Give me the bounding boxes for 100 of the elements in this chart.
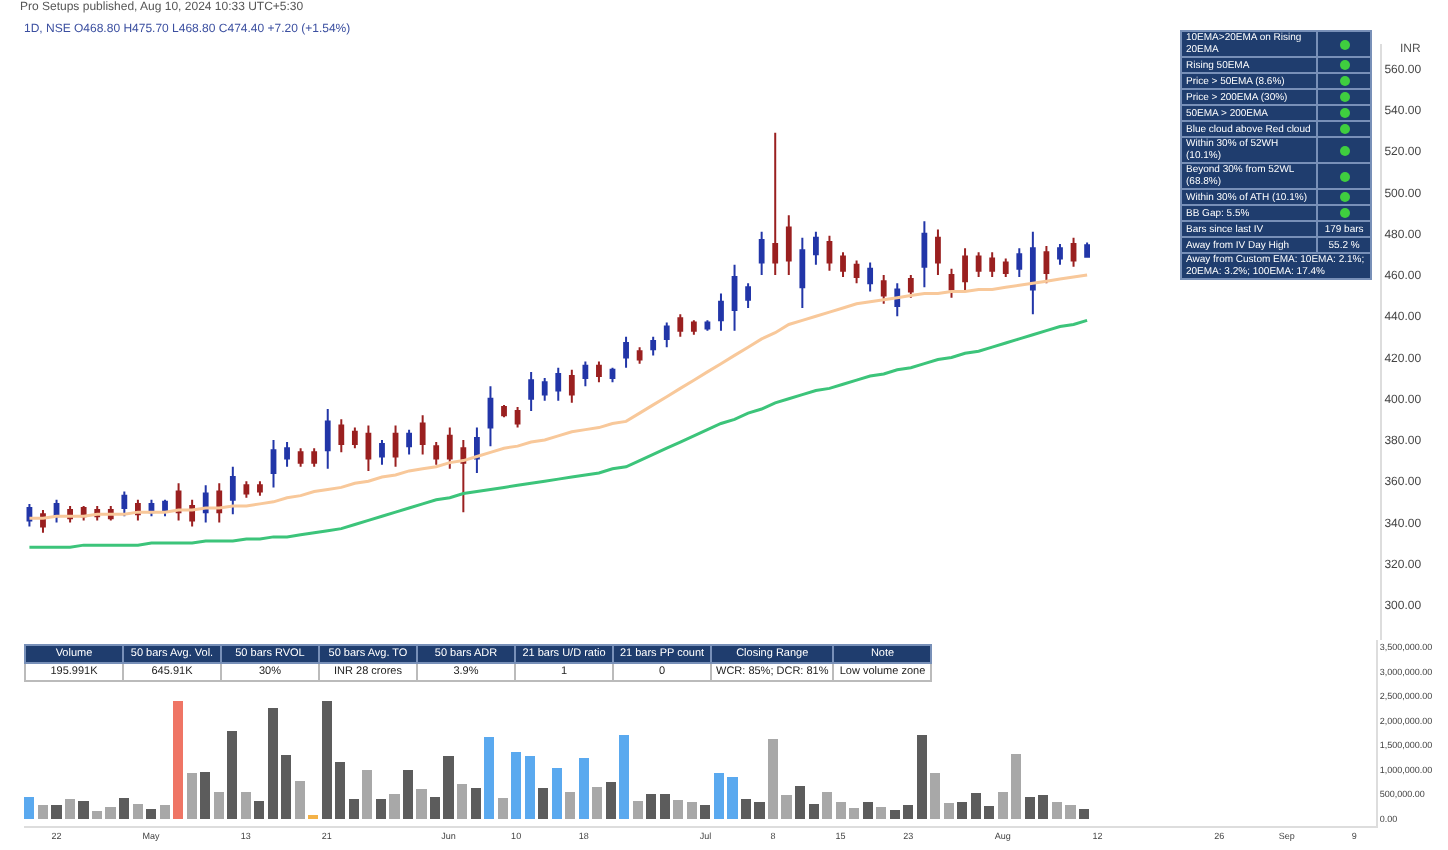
candlestick — [284, 441, 290, 468]
bar — [227, 730, 238, 819]
candlestick — [690, 319, 697, 336]
candlestick — [867, 261, 874, 293]
candlestick — [433, 441, 440, 466]
bar — [200, 771, 211, 819]
line-series — [27, 318, 1089, 549]
bar — [565, 792, 576, 819]
bar — [37, 804, 48, 819]
candlestick — [419, 414, 426, 456]
bar — [524, 756, 535, 819]
bar — [159, 804, 170, 819]
candlestick — [229, 465, 236, 516]
bar — [51, 804, 62, 819]
bar — [173, 701, 184, 819]
bar — [484, 737, 495, 819]
candlestick — [1029, 230, 1036, 316]
line-series — [27, 273, 1089, 520]
candlestick — [555, 366, 562, 402]
bar — [578, 757, 589, 819]
candlestick — [853, 259, 860, 285]
bar — [916, 735, 927, 819]
candlestick — [1084, 241, 1090, 258]
bar — [146, 808, 157, 819]
bar — [808, 803, 819, 819]
candlestick — [677, 313, 684, 338]
candlestick — [1057, 243, 1063, 266]
bar — [659, 794, 670, 819]
candlestick — [1016, 247, 1023, 279]
candlestick — [243, 480, 250, 499]
candlestick — [528, 370, 535, 413]
candlestick — [257, 480, 263, 497]
candlestick — [487, 385, 494, 448]
candlestick — [582, 360, 589, 388]
candlestick — [663, 321, 670, 349]
candlestick — [270, 438, 277, 489]
bar — [605, 782, 616, 819]
candlestick — [446, 426, 453, 470]
bar — [862, 802, 873, 819]
candlestick — [948, 267, 955, 299]
candlestick — [202, 484, 209, 524]
bar — [794, 786, 806, 819]
candlestick — [311, 447, 318, 468]
candlestick — [758, 230, 765, 276]
candlestick — [460, 438, 467, 514]
bar — [389, 794, 400, 819]
bar — [132, 803, 143, 819]
bar — [497, 798, 508, 819]
bar — [538, 788, 549, 819]
candlestick — [731, 263, 738, 332]
bar — [822, 792, 833, 819]
candlestick — [1070, 236, 1077, 268]
candlestick — [718, 292, 724, 332]
candlestick — [907, 273, 914, 299]
bar — [402, 769, 414, 819]
bar — [375, 799, 386, 819]
bar — [64, 799, 76, 819]
candlestick — [799, 236, 806, 309]
bar — [957, 802, 968, 819]
candlestick — [514, 405, 521, 429]
bar — [1078, 808, 1090, 819]
bar — [186, 772, 197, 819]
candlestick — [406, 428, 412, 456]
bar — [416, 789, 427, 819]
bar — [348, 799, 359, 819]
candlestick — [935, 228, 941, 276]
candlestick — [921, 220, 928, 289]
candlestick — [162, 498, 168, 518]
bar — [254, 801, 265, 819]
bar — [294, 781, 305, 819]
bar — [686, 802, 697, 819]
bar — [930, 772, 941, 819]
candlestick — [1043, 245, 1050, 285]
candlestick — [636, 346, 643, 365]
candlestick — [121, 490, 128, 518]
candlestick — [501, 403, 507, 419]
bar — [213, 792, 224, 819]
bar — [24, 797, 35, 819]
bar — [470, 788, 481, 819]
bar — [78, 801, 89, 819]
candlestick — [392, 424, 399, 468]
candlestick — [975, 251, 982, 279]
bar — [362, 769, 373, 819]
bar — [876, 806, 887, 819]
candlestick — [962, 247, 968, 293]
bar — [632, 801, 643, 819]
candlestick — [351, 426, 358, 450]
candlestick — [650, 335, 657, 357]
bar — [592, 787, 603, 819]
candlestick — [568, 368, 575, 404]
candlestick — [813, 230, 819, 266]
candlestick — [880, 273, 887, 305]
candlestick — [623, 335, 629, 369]
candlestick — [840, 251, 846, 279]
candlestick — [745, 282, 751, 309]
candlestick — [596, 360, 602, 384]
candlestick — [785, 214, 792, 276]
bar — [456, 784, 468, 819]
candlestick — [365, 424, 372, 472]
candlestick — [772, 131, 779, 276]
